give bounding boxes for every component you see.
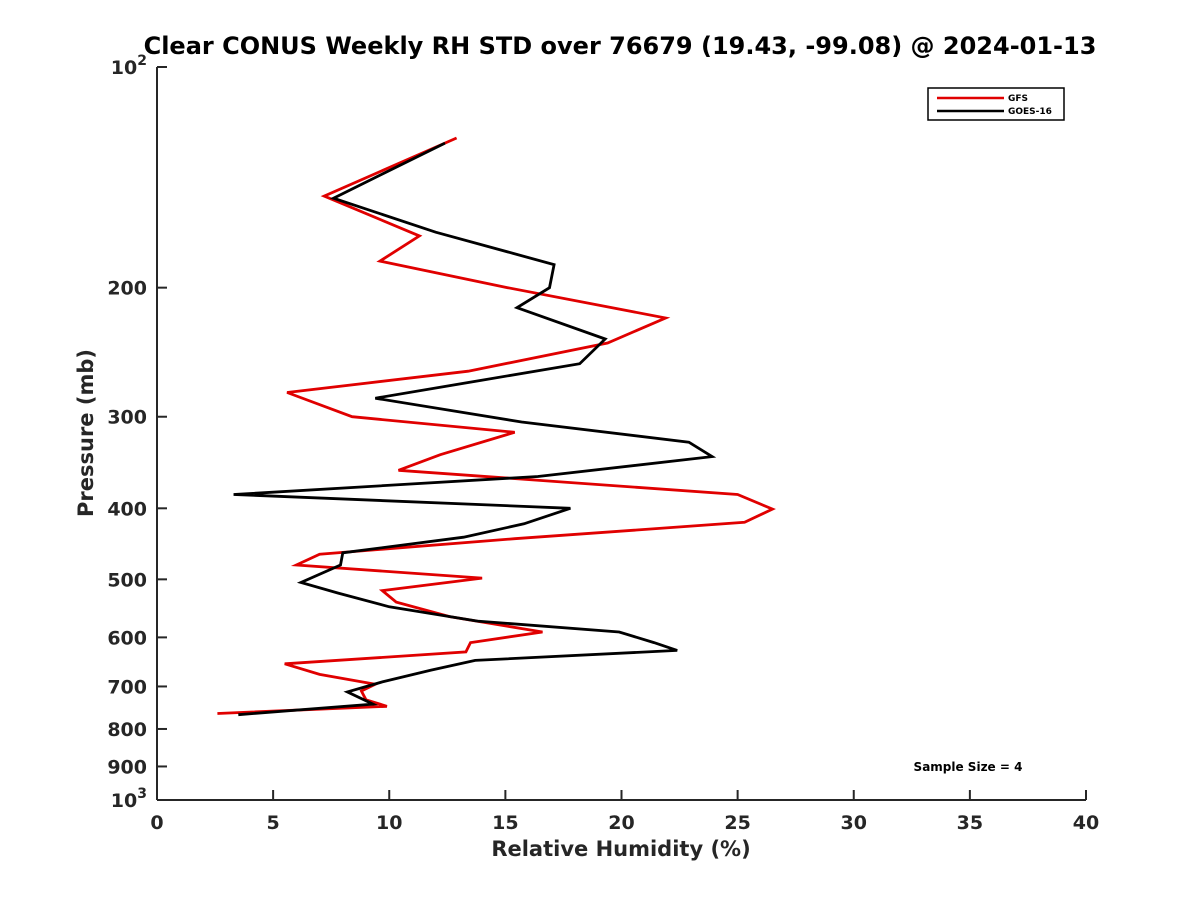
y-tick-label: 900	[107, 756, 147, 778]
y-tick-label: 700	[107, 676, 147, 698]
y-tick-label: 200	[107, 278, 147, 300]
x-tick-label: 20	[608, 812, 634, 834]
y-tick-label: 400	[107, 498, 147, 520]
chart-legend: GFS GOES-16	[927, 87, 1065, 121]
y-tick-label: 103	[111, 786, 147, 812]
x-tick-label: 40	[1073, 812, 1099, 834]
x-tick-label: 10	[376, 812, 402, 834]
y-axis-label: Pressure (mb)	[74, 349, 98, 517]
x-axis-ticks: 0 5 10 15 20 25 30 35 40	[150, 790, 1099, 834]
legend-label: GOES-16	[1008, 107, 1052, 117]
y-tick-label: 800	[107, 719, 147, 741]
series-line-goes-16	[233, 141, 717, 717]
y-tick-label: 500	[107, 569, 147, 591]
series-line-gfs	[217, 136, 776, 715]
legend-box	[927, 87, 1065, 121]
legend-label: GFS	[1008, 94, 1028, 104]
plot-lines	[217, 136, 776, 717]
y-axis-ticks: 102 200 300 400 500 600 700 800 900 103	[107, 53, 167, 812]
x-tick-label: 15	[492, 812, 518, 834]
x-tick-label: 25	[724, 812, 750, 834]
y-tick-label: 600	[107, 627, 147, 649]
x-axis-label: Relative Humidity (%)	[491, 837, 750, 861]
x-tick-label: 0	[150, 812, 163, 834]
chart-title: Clear CONUS Weekly RH STD over 76679 (19…	[144, 32, 1097, 60]
x-tick-label: 30	[841, 812, 867, 834]
x-tick-label: 35	[957, 812, 983, 834]
y-tick-label: 300	[107, 407, 147, 429]
x-tick-label: 5	[267, 812, 280, 834]
y-tick-label: 102	[111, 53, 147, 79]
sample-size-annotation: Sample Size = 4	[914, 760, 1023, 774]
